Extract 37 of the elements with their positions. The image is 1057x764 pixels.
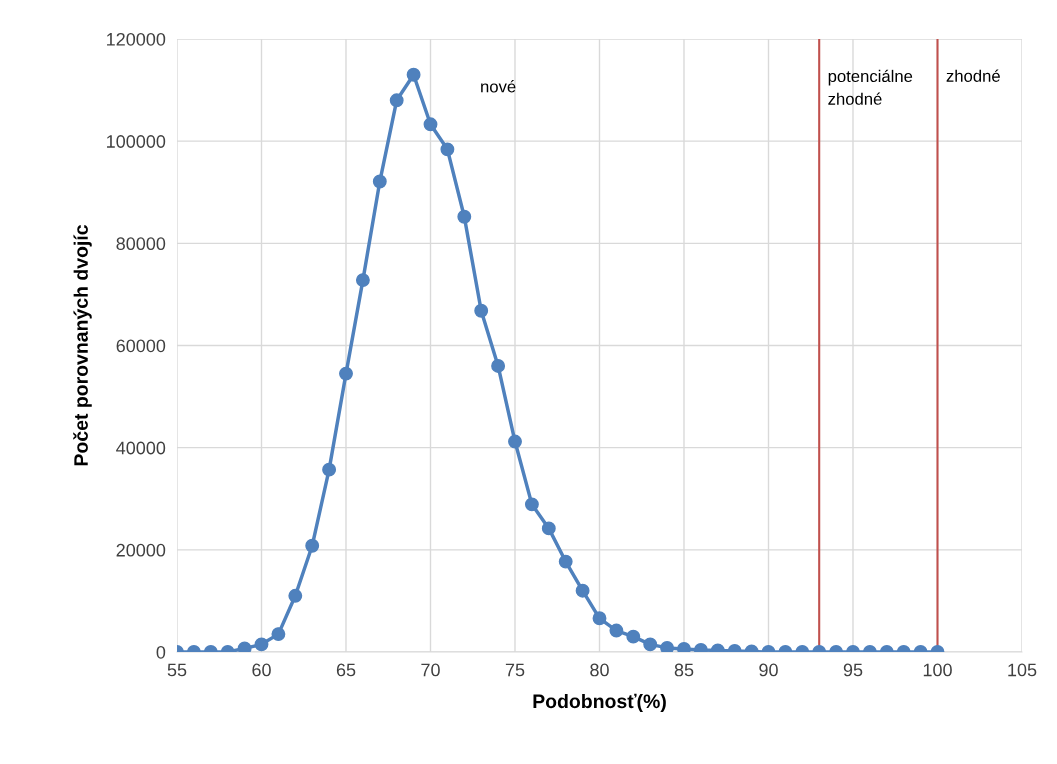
y-tick-label: 80000 — [116, 237, 166, 251]
x-tick-label: 60 — [252, 663, 271, 677]
y-tick-label: 40000 — [116, 441, 166, 455]
y-tick-label: 100000 — [107, 135, 166, 148]
x-tick-label: 70 — [421, 663, 440, 677]
ref-line-label: potenciálne zhodné — [828, 69, 913, 105]
y-axis-title: Počet porovnaných dvojíc — [73, 225, 92, 466]
y-tick-label: 20000 — [116, 543, 166, 557]
y-tick-label: 60000 — [116, 339, 166, 353]
point — [339, 366, 353, 381]
point — [457, 209, 472, 224]
point — [406, 67, 421, 82]
point — [423, 117, 438, 132]
x-axis-title: Podobnosť(%) — [533, 693, 666, 713]
x-tick-label: 65 — [336, 663, 356, 677]
x-tick-label: 90 — [759, 663, 778, 677]
y-tick-label: 0 — [156, 645, 166, 659]
point — [491, 358, 506, 373]
point — [322, 462, 337, 477]
point — [355, 273, 370, 288]
x-tick-label: 55 — [167, 663, 187, 677]
x-tick-label: 100 — [923, 663, 952, 677]
x-tick-label: 85 — [674, 663, 694, 677]
point — [660, 640, 675, 652]
point — [372, 174, 387, 189]
x-tick-label: 75 — [505, 663, 525, 677]
point — [440, 142, 455, 157]
x-tick-label: 95 — [843, 663, 863, 677]
ref-line-label: zhodné — [946, 69, 1000, 82]
annotation: nové — [481, 80, 516, 93]
x-tick-label: 105 — [1008, 663, 1037, 677]
point — [237, 641, 252, 652]
point — [508, 434, 522, 449]
point — [474, 303, 489, 318]
y-tick-label: 120000 — [107, 32, 166, 46]
point — [389, 93, 404, 108]
x-tick-label: 80 — [590, 663, 609, 677]
